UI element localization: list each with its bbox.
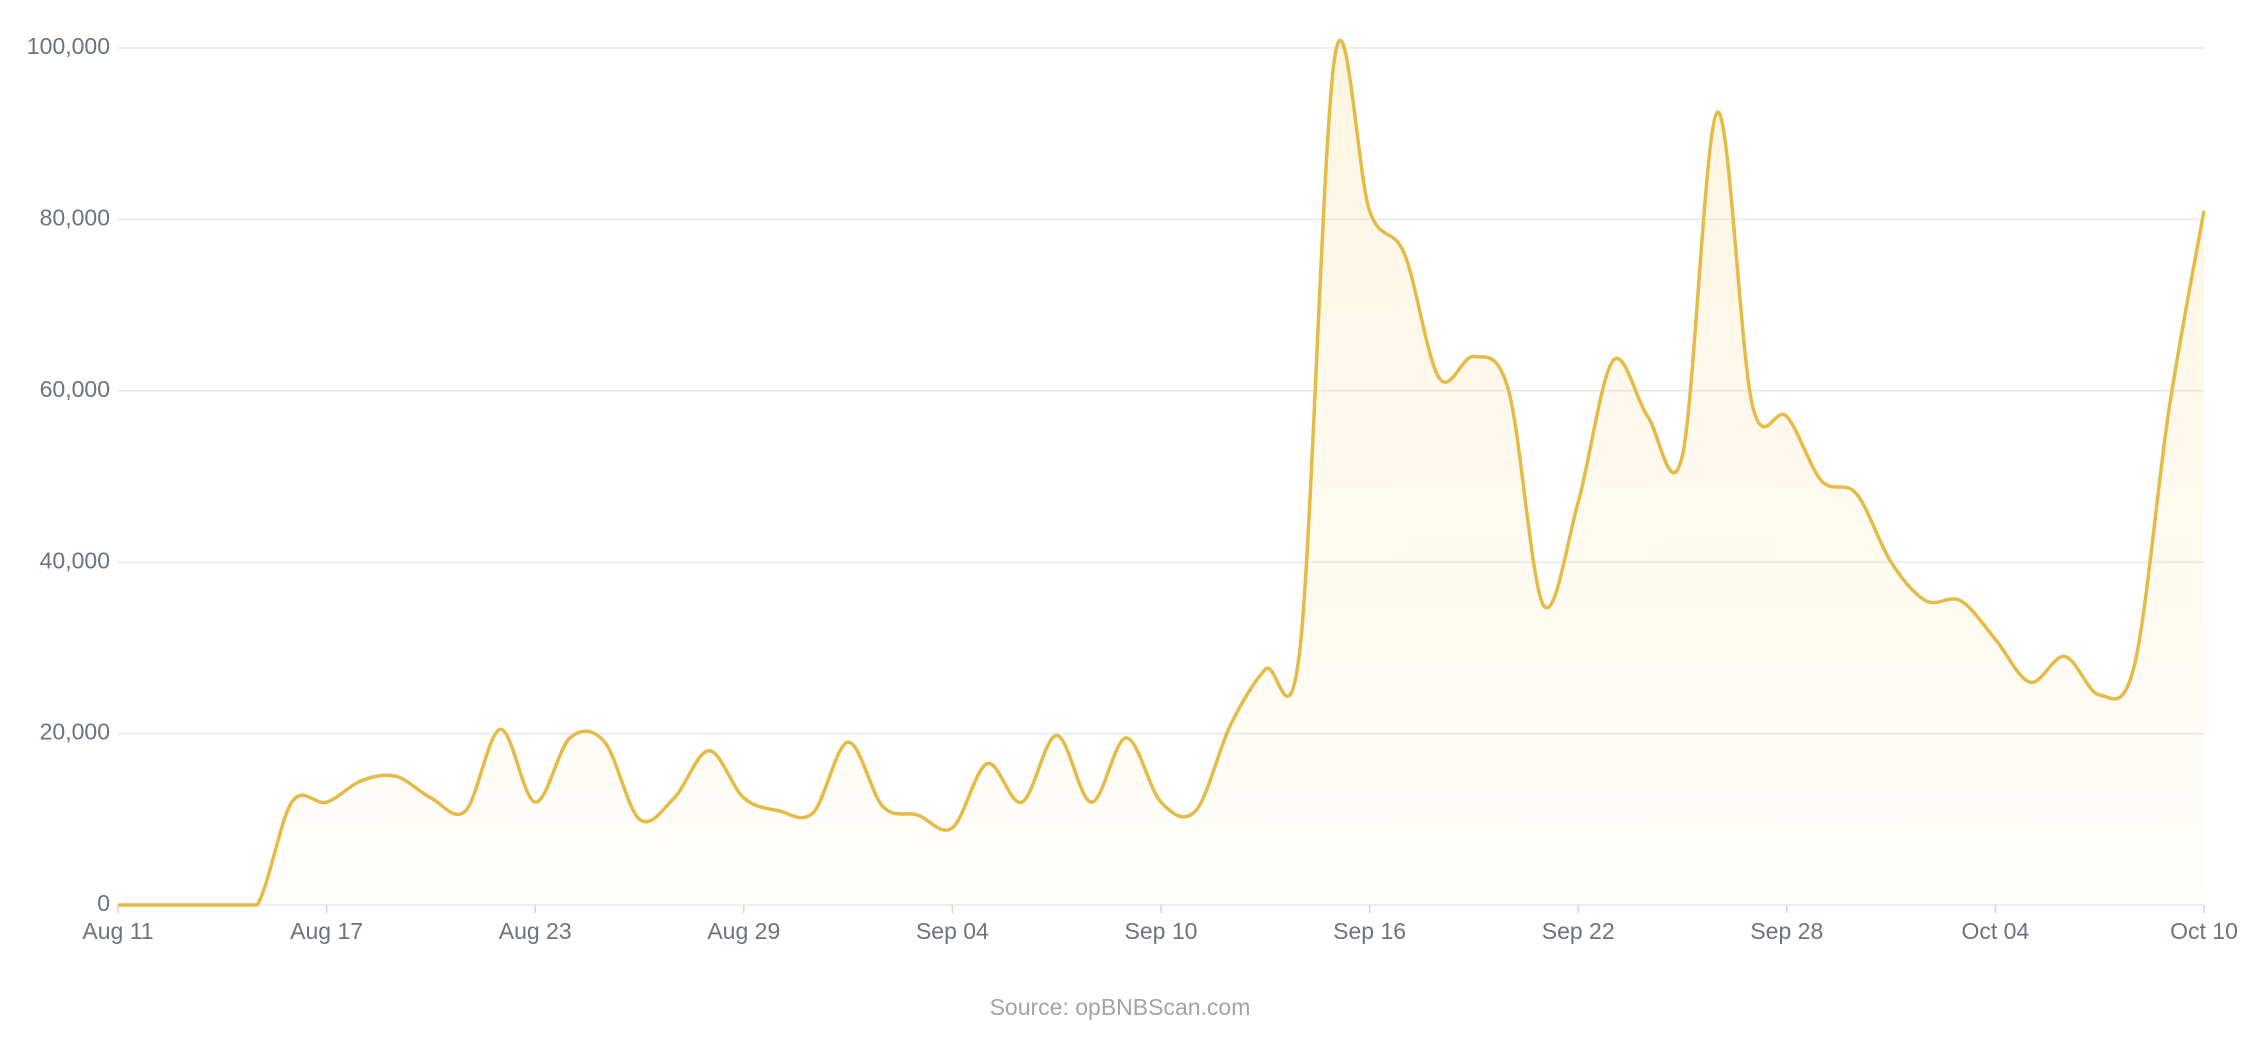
y-tick-label: 0 xyxy=(97,890,110,916)
y-tick-label: 80,000 xyxy=(40,204,110,230)
y-tick-label: 100,000 xyxy=(27,33,110,59)
x-tick-label: Aug 11 xyxy=(82,918,153,944)
x-tick-label: Sep 10 xyxy=(1125,918,1198,944)
source-note: Source: opBNBScan.com xyxy=(990,994,1251,1020)
x-tick-label: Oct 10 xyxy=(2170,918,2238,944)
x-tick-label: Sep 22 xyxy=(1542,918,1615,944)
y-tick-label: 20,000 xyxy=(40,719,110,745)
x-tick-label: Sep 04 xyxy=(916,918,989,944)
x-tick-label: Sep 28 xyxy=(1750,918,1823,944)
line xyxy=(118,38,2206,907)
x-tick-label: Aug 29 xyxy=(707,918,780,944)
x-tick-label: Oct 04 xyxy=(1962,918,2030,944)
area xyxy=(118,40,2204,906)
y-tick-label: 60,000 xyxy=(40,376,110,402)
y-tick-label: 40,000 xyxy=(40,547,110,573)
x-tick-label: Aug 23 xyxy=(499,918,572,944)
x-tick-label: Aug 17 xyxy=(290,918,363,944)
x-tick-label: Sep 16 xyxy=(1333,918,1406,944)
